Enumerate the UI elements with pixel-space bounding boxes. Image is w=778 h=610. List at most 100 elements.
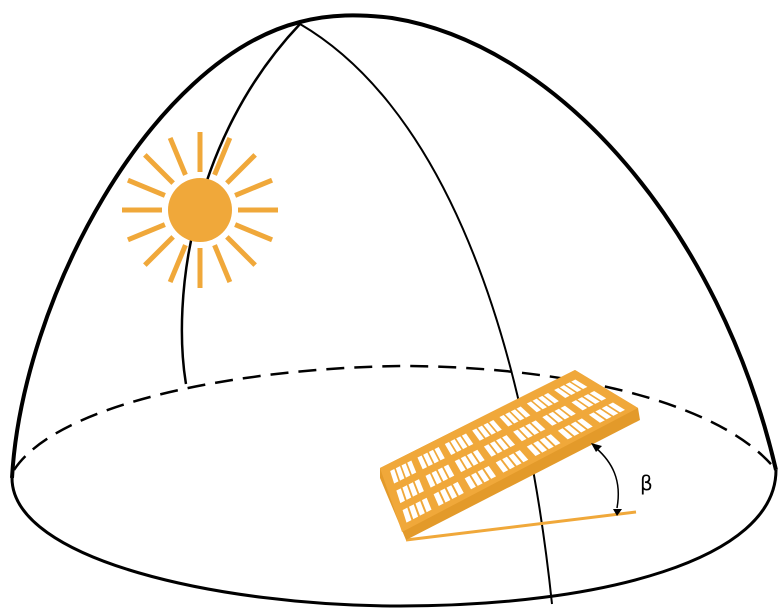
solar-cell-slit — [477, 425, 490, 438]
solar-cell-slit — [516, 406, 531, 418]
solar-cell-slit — [533, 440, 548, 453]
solar-cell-slit — [428, 449, 439, 464]
solar-cell-slit — [510, 409, 525, 421]
sun-ray — [126, 222, 166, 243]
solar-cell-slit — [546, 434, 561, 446]
solar-cell-slit — [425, 473, 436, 488]
solar-cell-slit — [601, 405, 619, 416]
tilt-angle-arc — [595, 447, 619, 509]
sun-ray — [225, 153, 257, 185]
sun-ray — [234, 222, 274, 243]
solar-cell-slit — [489, 420, 502, 432]
solar-cell-slit — [588, 412, 605, 423]
solar-cell-slit — [466, 452, 479, 466]
solar-cell-slit — [557, 428, 573, 440]
solar-cell-slit — [483, 444, 497, 457]
base-ellipse-back — [12, 364, 777, 471]
solar-cell-slit — [443, 464, 455, 478]
solar-cell-slit — [437, 467, 448, 482]
solar-cell-slit — [450, 439, 462, 453]
sun-ray — [143, 153, 175, 185]
sun-icon — [122, 132, 278, 288]
solar-cell-slit — [499, 414, 513, 427]
solar-cell-slit — [508, 453, 522, 466]
tilt-angle-arrowhead-top — [591, 443, 602, 452]
solar-cell-slit — [608, 402, 625, 413]
solar-cell-slit — [401, 463, 411, 478]
solar-cell-slit — [472, 428, 485, 441]
solar-cell-slit — [495, 460, 509, 473]
solar-cell-slit — [444, 441, 456, 456]
solar-cell-slit — [571, 400, 588, 411]
sun-ray — [143, 235, 175, 267]
solar-cell-slit — [390, 468, 399, 484]
solar-cell-slit — [542, 414, 557, 426]
solar-cell-slit — [461, 433, 474, 447]
solar-cell-slit — [417, 455, 427, 470]
panel-ground-line — [405, 510, 637, 542]
solar-cell-slit — [564, 424, 580, 436]
solar-cell-slit — [415, 501, 425, 516]
solar-cell-slit — [565, 382, 582, 393]
solar-cell-slit — [484, 466, 497, 479]
solar-cell-slit — [526, 401, 542, 413]
tilt-angle-label: β — [640, 471, 653, 495]
solar-cell-slit — [515, 450, 529, 463]
solar-cell-slit — [446, 485, 458, 500]
solar-cell-slit — [440, 488, 451, 503]
solar-cell-slit — [483, 422, 496, 435]
solar-cell-slit — [513, 429, 527, 442]
solar-panel-icon — [380, 370, 640, 540]
solar-cell-slit — [456, 436, 468, 450]
solar-cell-slit — [454, 458, 466, 473]
solar-cell-slit — [396, 488, 405, 504]
solar-cell-slit — [554, 387, 570, 398]
solar-cell-slit — [423, 452, 433, 467]
solar-cell-slit — [496, 438, 509, 451]
meridian-arc — [299, 23, 553, 605]
sun-ray — [212, 136, 233, 176]
sun-ray — [234, 177, 274, 198]
solar-cell-slit — [431, 470, 442, 485]
solar-cell-slit — [502, 435, 516, 448]
solar-cell-slit — [595, 409, 612, 420]
solar-cell-slit — [434, 447, 445, 461]
sun-disc — [168, 178, 232, 242]
solar-cell-slit — [452, 481, 464, 496]
solar-cell-slit — [539, 437, 554, 450]
solar-cell-slit — [502, 456, 515, 470]
solar-cell-slit — [472, 449, 485, 463]
solar-cell-slit — [477, 469, 490, 483]
solar-cell-slit — [577, 397, 594, 408]
sun-ray — [167, 244, 188, 284]
solar-cell-slit — [395, 466, 405, 481]
solar-cell-slit — [460, 455, 473, 469]
solar-cell-slit — [577, 418, 593, 429]
solar-cell-slit — [526, 444, 541, 457]
solar-cell-slit — [402, 485, 412, 500]
sun-ray — [126, 177, 166, 198]
sun-ray — [225, 235, 257, 267]
sun-ray — [167, 136, 188, 176]
solar-cell-slit — [531, 420, 546, 432]
double-headed-arc-arrow-icon — [591, 443, 622, 516]
solar-cell-slit — [532, 398, 547, 410]
solar-cell-slit — [554, 408, 570, 420]
sun-ray — [212, 244, 233, 284]
solar-cell-slit — [505, 412, 519, 424]
solar-cell-slit — [407, 460, 417, 475]
tilt-angle-arrowhead-bottom — [613, 509, 622, 516]
solar-cell-slit — [409, 504, 419, 520]
solar-cell-slit — [571, 379, 588, 390]
solar-cell-slit — [548, 411, 564, 423]
solar-cell-slit — [421, 497, 432, 513]
solar-cell-slit — [433, 491, 444, 506]
solar-cell-slit — [402, 507, 412, 523]
solar-panel-cells — [390, 379, 625, 523]
solar-cell-slit — [408, 482, 418, 497]
solar-cell-slit — [525, 423, 540, 435]
solar-cell-slit — [471, 472, 483, 486]
solar-cell-slit — [414, 479, 424, 494]
solar-cell-slit — [543, 393, 559, 404]
